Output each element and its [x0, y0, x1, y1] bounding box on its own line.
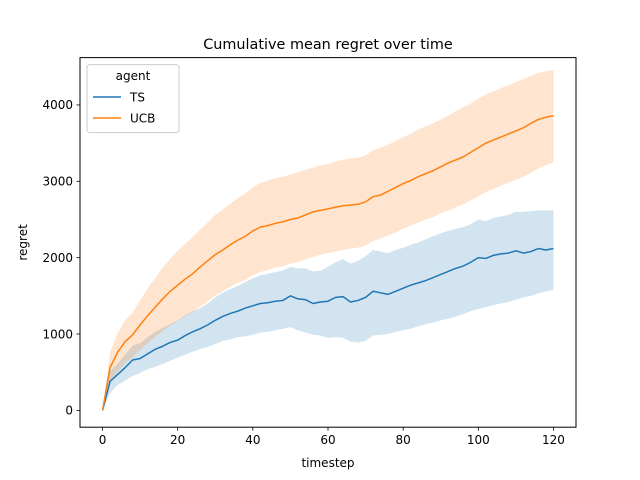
y-axis-ticks: 0 1000 2000 3000 4000	[42, 98, 80, 418]
y-axis-label: regret	[16, 224, 30, 261]
line-ucb	[101, 114, 554, 411]
x-tick-label: 80	[396, 433, 411, 447]
x-tick-label: 60	[320, 433, 335, 447]
band-ts	[102, 210, 554, 411]
legend: agent TS UCB	[86, 64, 180, 134]
y-tick-label: 0	[65, 404, 73, 418]
legend-box	[86, 64, 180, 134]
legend-label-ts: TS	[129, 91, 145, 105]
x-tick-label: 40	[245, 433, 260, 447]
x-tick-label: 0	[99, 433, 107, 447]
line-ts	[101, 247, 554, 411]
series-lines	[101, 114, 554, 411]
band-ucb	[102, 69, 554, 411]
x-tick-label: 120	[542, 433, 565, 447]
y-tick-label: 2000	[42, 251, 73, 265]
y-tick-label: 3000	[42, 175, 73, 189]
confidence-bands	[102, 69, 554, 411]
x-tick-label: 100	[467, 433, 490, 447]
x-tick-label: 20	[170, 433, 185, 447]
y-tick-label: 4000	[42, 98, 73, 112]
y-tick-label: 1000	[42, 327, 73, 341]
x-axis-label: timestep	[301, 456, 354, 470]
legend-label-ucb: UCB	[130, 112, 155, 126]
chart-title: Cumulative mean regret over time	[203, 37, 453, 53]
x-axis-ticks: 0 20 40 60 80 100 120	[99, 427, 565, 447]
legend-title: agent	[116, 69, 151, 83]
